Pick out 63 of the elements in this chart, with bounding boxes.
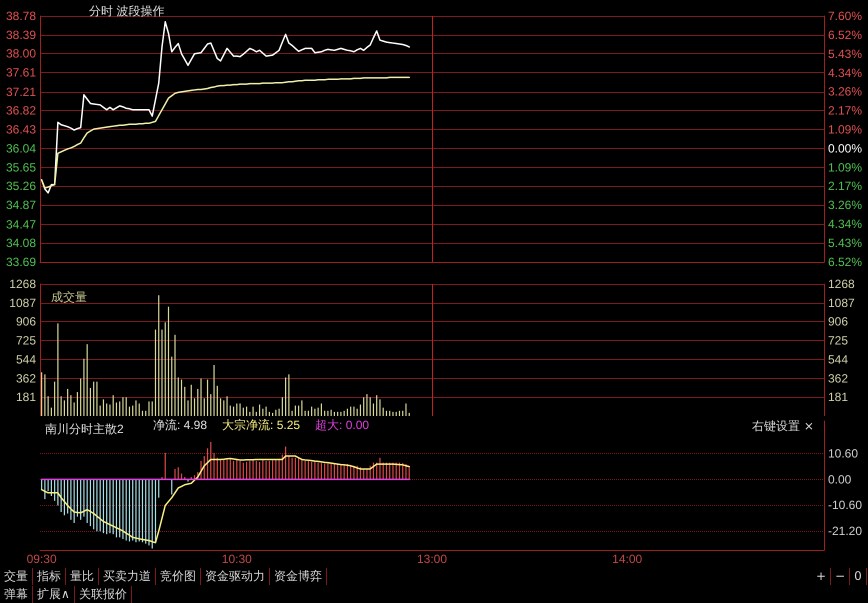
y2-tick-label: 1.09% xyxy=(828,160,862,174)
text: − xyxy=(831,568,850,585)
y-tick-label: 10.60 xyxy=(828,446,858,461)
series-label: 净流: 4.98 xyxy=(153,418,208,432)
y2-tick-label: 0.00% xyxy=(828,141,862,156)
text: 交量 xyxy=(0,568,33,585)
y-tick-label: 544 xyxy=(16,352,36,366)
text: + xyxy=(812,568,832,585)
y2-tick-label: 4.34% xyxy=(828,66,862,80)
y2-tick-label: 5.43% xyxy=(828,46,862,61)
y-tick-label: 37.61 xyxy=(6,66,36,80)
y-tick-label: 362 xyxy=(16,371,36,386)
y2-tick-label: 6.52% xyxy=(828,28,862,42)
chart-title: 分时 波段操作 xyxy=(89,4,164,18)
y2-tick-label: 7.60% xyxy=(828,9,862,23)
y2-tick-label: 2.17% xyxy=(828,179,862,194)
y-tick-label: 34.87 xyxy=(6,198,36,212)
y-tick-label: 181 xyxy=(16,390,36,404)
text: 成交量 xyxy=(51,290,87,304)
y-tick-label: 35.26 xyxy=(6,179,36,194)
y-tick-label: 34.08 xyxy=(6,236,36,250)
y-tick-label: 1087 xyxy=(9,296,36,310)
y-tick-label: 1268 xyxy=(9,277,36,291)
x-tick-label: 14:00 xyxy=(612,552,643,566)
y-tick-label: 725 xyxy=(16,334,36,348)
text: 资金博弈 xyxy=(270,568,327,585)
y-tick-label: 34.47 xyxy=(6,217,36,232)
text: 竞价图 xyxy=(156,568,201,585)
chart-title: 南川分时主散2 xyxy=(45,422,124,436)
y-tick-label: 906 xyxy=(16,314,36,329)
y-tick-label: -21.20 xyxy=(828,524,862,538)
text: 资金驱动力 xyxy=(201,568,270,585)
y-tick-label: 36.43 xyxy=(6,122,36,137)
text: 弹幕 xyxy=(0,586,33,603)
y2-tick-label: 6.52% xyxy=(828,255,862,269)
text: 买卖力道 xyxy=(99,568,156,585)
y-tick-label: 36.04 xyxy=(6,141,36,156)
y2-tick-label: 3.26% xyxy=(828,198,862,212)
y-tick-label: -10.60 xyxy=(828,498,862,512)
y-tick-label: 0.00 xyxy=(828,472,852,486)
x-tick-label: 09:30 xyxy=(26,552,57,566)
text: 量比 xyxy=(66,568,99,585)
y-tick-label: 37.21 xyxy=(6,84,36,99)
x-tick-label: 10:30 xyxy=(222,552,252,566)
annotation: 右键设置 × xyxy=(752,418,814,435)
y-tick-label: 33.69 xyxy=(6,255,36,269)
text: 大宗净流: 5.25 xyxy=(222,418,300,432)
y-tick-label: 38.78 xyxy=(6,9,36,23)
y2-tick-label: 1.09% xyxy=(828,122,862,136)
y-tick-label: 35.65 xyxy=(6,160,36,174)
y-tick-label: 36.82 xyxy=(6,104,36,118)
text: 扩展∧ xyxy=(33,586,75,603)
y2-tick-label: 4.34% xyxy=(828,217,862,232)
y2-tick-label: 2.17% xyxy=(828,104,862,118)
y2-tick-label: 5.43% xyxy=(828,236,862,250)
text: 关联报价 xyxy=(74,586,132,603)
y-tick-label: 38.00 xyxy=(6,46,36,61)
text: 指标 xyxy=(33,568,66,585)
y2-tick-label: 3.26% xyxy=(828,84,862,99)
y-tick-label: 38.39 xyxy=(6,28,36,42)
text: 超大: 0.00 xyxy=(315,418,370,432)
text: 0 xyxy=(850,568,867,585)
x-tick-label: 13:00 xyxy=(416,552,448,566)
